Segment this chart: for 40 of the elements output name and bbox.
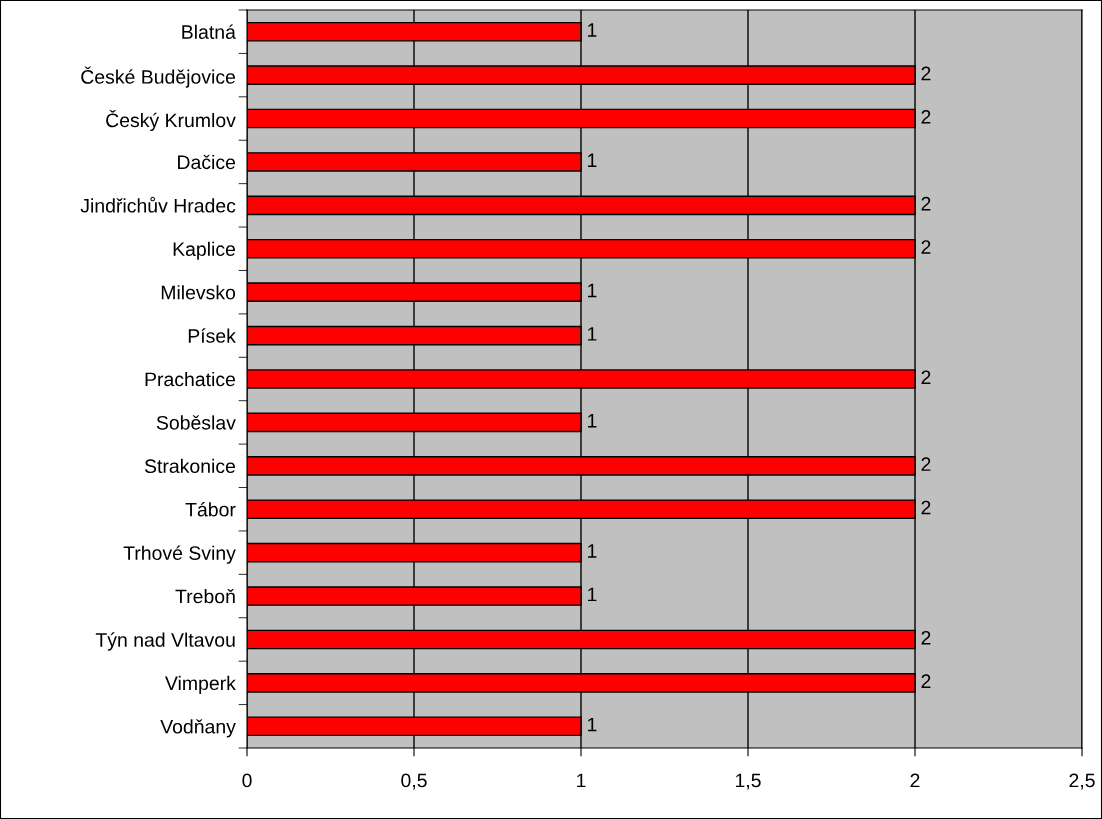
x-tick-label: 2 [910,773,920,788]
y-tick-label: Tábor [185,501,236,517]
x-tick-label: 2,5 [1069,773,1095,790]
y-tick-label: České Budějovice [81,66,236,88]
y-tick-label: Kaplice [173,241,236,260]
y-tick-label: Dačice [178,154,236,170]
data-label: 2 [921,240,931,254]
y-tick-label: Český Krumlov [106,110,236,132]
y-tick-label: Soběslav [156,415,236,430]
data-label: 2 [921,630,931,645]
data-label: 1 [588,23,597,37]
data-label: 1 [588,153,597,167]
y-tick-label: Trhové Sviny [123,545,236,564]
y-tick-label: Strakonice [144,458,236,474]
x-tick-label: 0,5 [401,773,427,790]
data-label: 2 [921,66,931,81]
data-label: 2 [921,370,931,385]
y-tick-label: Písek [188,328,236,343]
y-tick-label: Treboň [175,588,235,604]
data-label: 2 [921,109,931,124]
x-tick-label: 0 [242,773,252,788]
data-label: 2 [921,196,931,211]
data-label: 1 [588,414,597,428]
y-tick-label: Prachatice [145,371,236,387]
y-tick-label: Týn nad Vltavou [95,632,235,651]
data-label: 1 [588,587,597,602]
y-tick-label: Blatná [182,24,236,39]
y-tick-label: Vimperk [165,675,236,694]
y-tick-label: Jindřichův Hradec [80,196,236,213]
data-label: 1 [588,327,597,341]
y-tick-label: Vodňany [160,719,236,738]
data-label: 2 [921,457,931,471]
data-label: 1 [588,283,597,298]
x-tick-label: 1,5 [735,773,761,790]
data-label: 1 [588,544,597,558]
data-label: 2 [921,674,931,688]
x-tick-label: 1 [577,773,586,788]
y-tick-label: Milevsko [161,285,236,300]
data-label: 2 [921,500,931,515]
data-label: 1 [588,717,597,732]
